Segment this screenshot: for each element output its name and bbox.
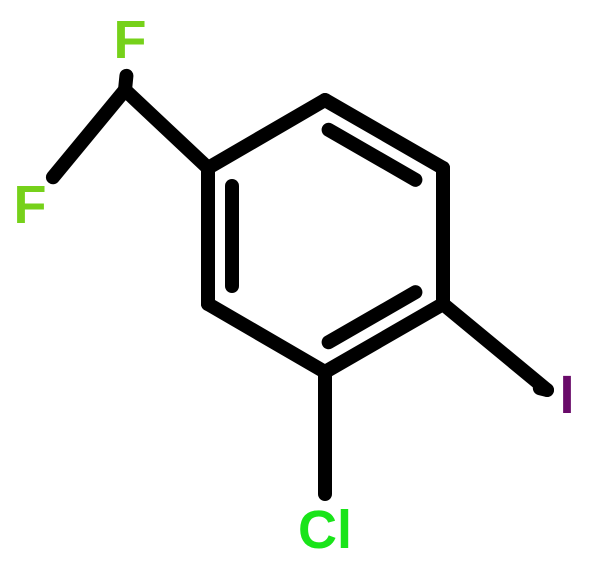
molecule-diagram: F F Cl I: [0, 0, 591, 579]
bond-line: [540, 388, 547, 390]
atom-label-f: F: [14, 175, 47, 235]
atom-label-f: F: [114, 10, 147, 70]
atom-label-cl: Cl: [298, 500, 352, 560]
bond-line: [125, 90, 208, 168]
bond-line: [208, 304, 325, 372]
bond-line: [208, 100, 325, 168]
bond-line: [53, 90, 125, 177]
atom-label-i: I: [559, 365, 574, 425]
bond-line: [443, 304, 547, 390]
